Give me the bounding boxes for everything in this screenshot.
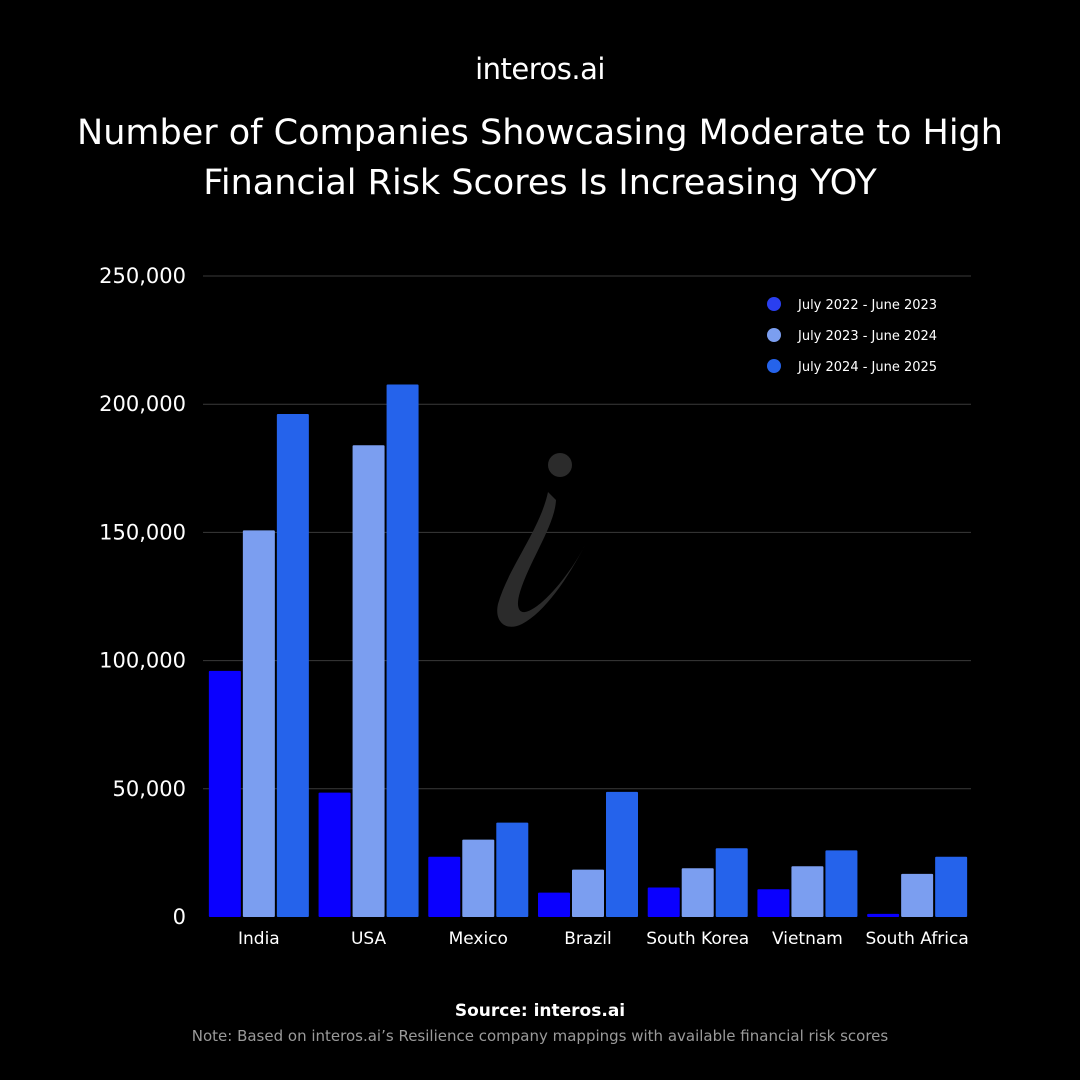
legend-swatch bbox=[767, 328, 781, 342]
bar bbox=[935, 856, 968, 917]
chart-title: Number of Companies Showcasing Moderate … bbox=[77, 113, 1003, 203]
legend-label: July 2024 - June 2025 bbox=[797, 360, 937, 375]
bar bbox=[647, 887, 680, 917]
y-tick-label: 100,000 bbox=[99, 649, 186, 673]
bar bbox=[791, 866, 824, 917]
gridlines bbox=[203, 275, 971, 790]
bar bbox=[681, 868, 714, 917]
x-tick-label: South Africa bbox=[865, 929, 968, 949]
bar bbox=[208, 670, 241, 917]
legend-swatch bbox=[767, 359, 781, 373]
bar bbox=[572, 869, 604, 917]
bar bbox=[352, 445, 385, 917]
x-tick-label: India bbox=[238, 929, 280, 949]
x-tick-label: Brazil bbox=[564, 929, 611, 949]
bar bbox=[386, 384, 419, 917]
bar bbox=[715, 848, 748, 917]
bar bbox=[428, 856, 461, 917]
y-tick-label: 50,000 bbox=[113, 777, 186, 801]
x-axis-ticks: India USA Mexico Brazil South Korea Vietnam So… bbox=[238, 929, 969, 949]
x-tick-label: Mexico bbox=[449, 929, 508, 949]
x-tick-label: Vietnam bbox=[772, 929, 843, 949]
bar bbox=[496, 822, 529, 917]
bar bbox=[757, 889, 790, 917]
bar bbox=[318, 792, 351, 917]
y-tick-label: 250,000 bbox=[99, 264, 186, 288]
bar bbox=[825, 850, 858, 917]
bars bbox=[208, 384, 968, 917]
bar bbox=[901, 873, 934, 917]
y-axis-ticks: 250,000 200,000 150,000 100,000 50,000 0 bbox=[99, 264, 186, 929]
source-label: Source: interos.ai bbox=[454, 1001, 626, 1021]
interos-i-icon bbox=[497, 453, 585, 627]
bar bbox=[867, 913, 900, 917]
footnote: Note: Based on interos.ai’s Resilience c… bbox=[191, 1027, 889, 1045]
legend-label: July 2022 - June 2023 bbox=[797, 298, 937, 313]
legend-swatch bbox=[767, 297, 781, 311]
legend-label: July 2023 - June 2024 bbox=[797, 329, 937, 344]
x-tick-label: USA bbox=[351, 929, 387, 949]
bar bbox=[606, 791, 638, 917]
legend: July 2022 - June 2023 July 2023 - June 20… bbox=[767, 297, 937, 375]
bar bbox=[242, 530, 275, 917]
y-tick-label: 200,000 bbox=[99, 392, 186, 416]
y-tick-label: 0 bbox=[173, 905, 186, 929]
bar bbox=[462, 839, 495, 917]
bar bbox=[538, 892, 570, 917]
y-tick-label: 150,000 bbox=[99, 520, 186, 544]
brand-logo: interos.ai bbox=[475, 52, 605, 86]
x-tick-label: South Korea bbox=[646, 929, 749, 949]
bar bbox=[276, 413, 309, 917]
